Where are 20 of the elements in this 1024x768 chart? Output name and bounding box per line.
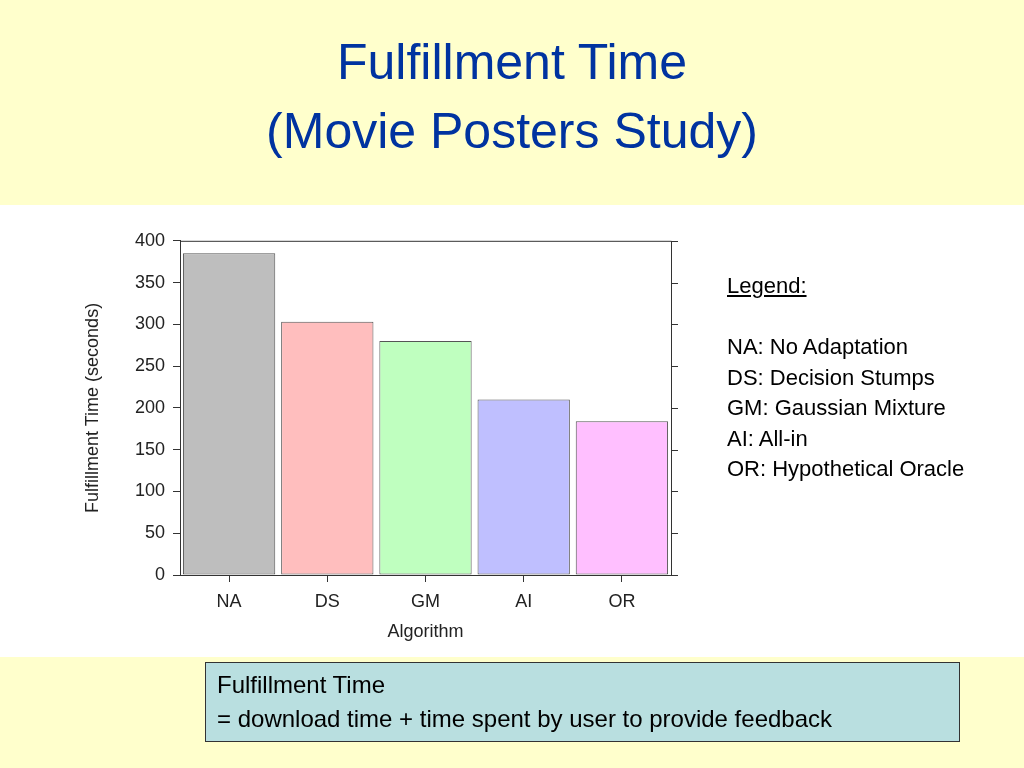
y-tick-label: 250 — [134, 355, 165, 376]
y-tick-label: 100 — [134, 480, 165, 501]
y-axis-title: Fulfillment Time (seconds) — [81, 302, 102, 513]
chart-subtitle: (Movie Posters Study) — [265, 102, 759, 161]
y-tick-label: 200 — [134, 396, 165, 417]
y-tick-label: 150 — [134, 438, 165, 459]
x-tick-label: GM — [411, 590, 440, 611]
y-tick-label: 350 — [134, 271, 165, 292]
x-tick-label: NA — [216, 590, 242, 611]
y-tick-label: 0 — [154, 563, 165, 584]
x-tick-label: AI — [515, 590, 533, 611]
x-axis-title: Algorithm — [387, 621, 464, 642]
y-tick-label: 50 — [144, 522, 165, 543]
text: Fulfillment Time = download time + time spent by user to provide feedback — [217, 670, 834, 734]
chart-title: Fulfillment Time — [335, 33, 689, 92]
text: Legend: NA: No Adaptation DS: Decision Stumps GM: Gaussian Mixture AI: All-in OR: Hypothetical Oracle — [727, 273, 965, 481]
y-tick-label: 300 — [134, 313, 165, 334]
y-tick-label: 400 — [134, 229, 165, 250]
x-tick-label: OR — [608, 590, 636, 611]
x-tick-label: DS — [314, 590, 340, 611]
